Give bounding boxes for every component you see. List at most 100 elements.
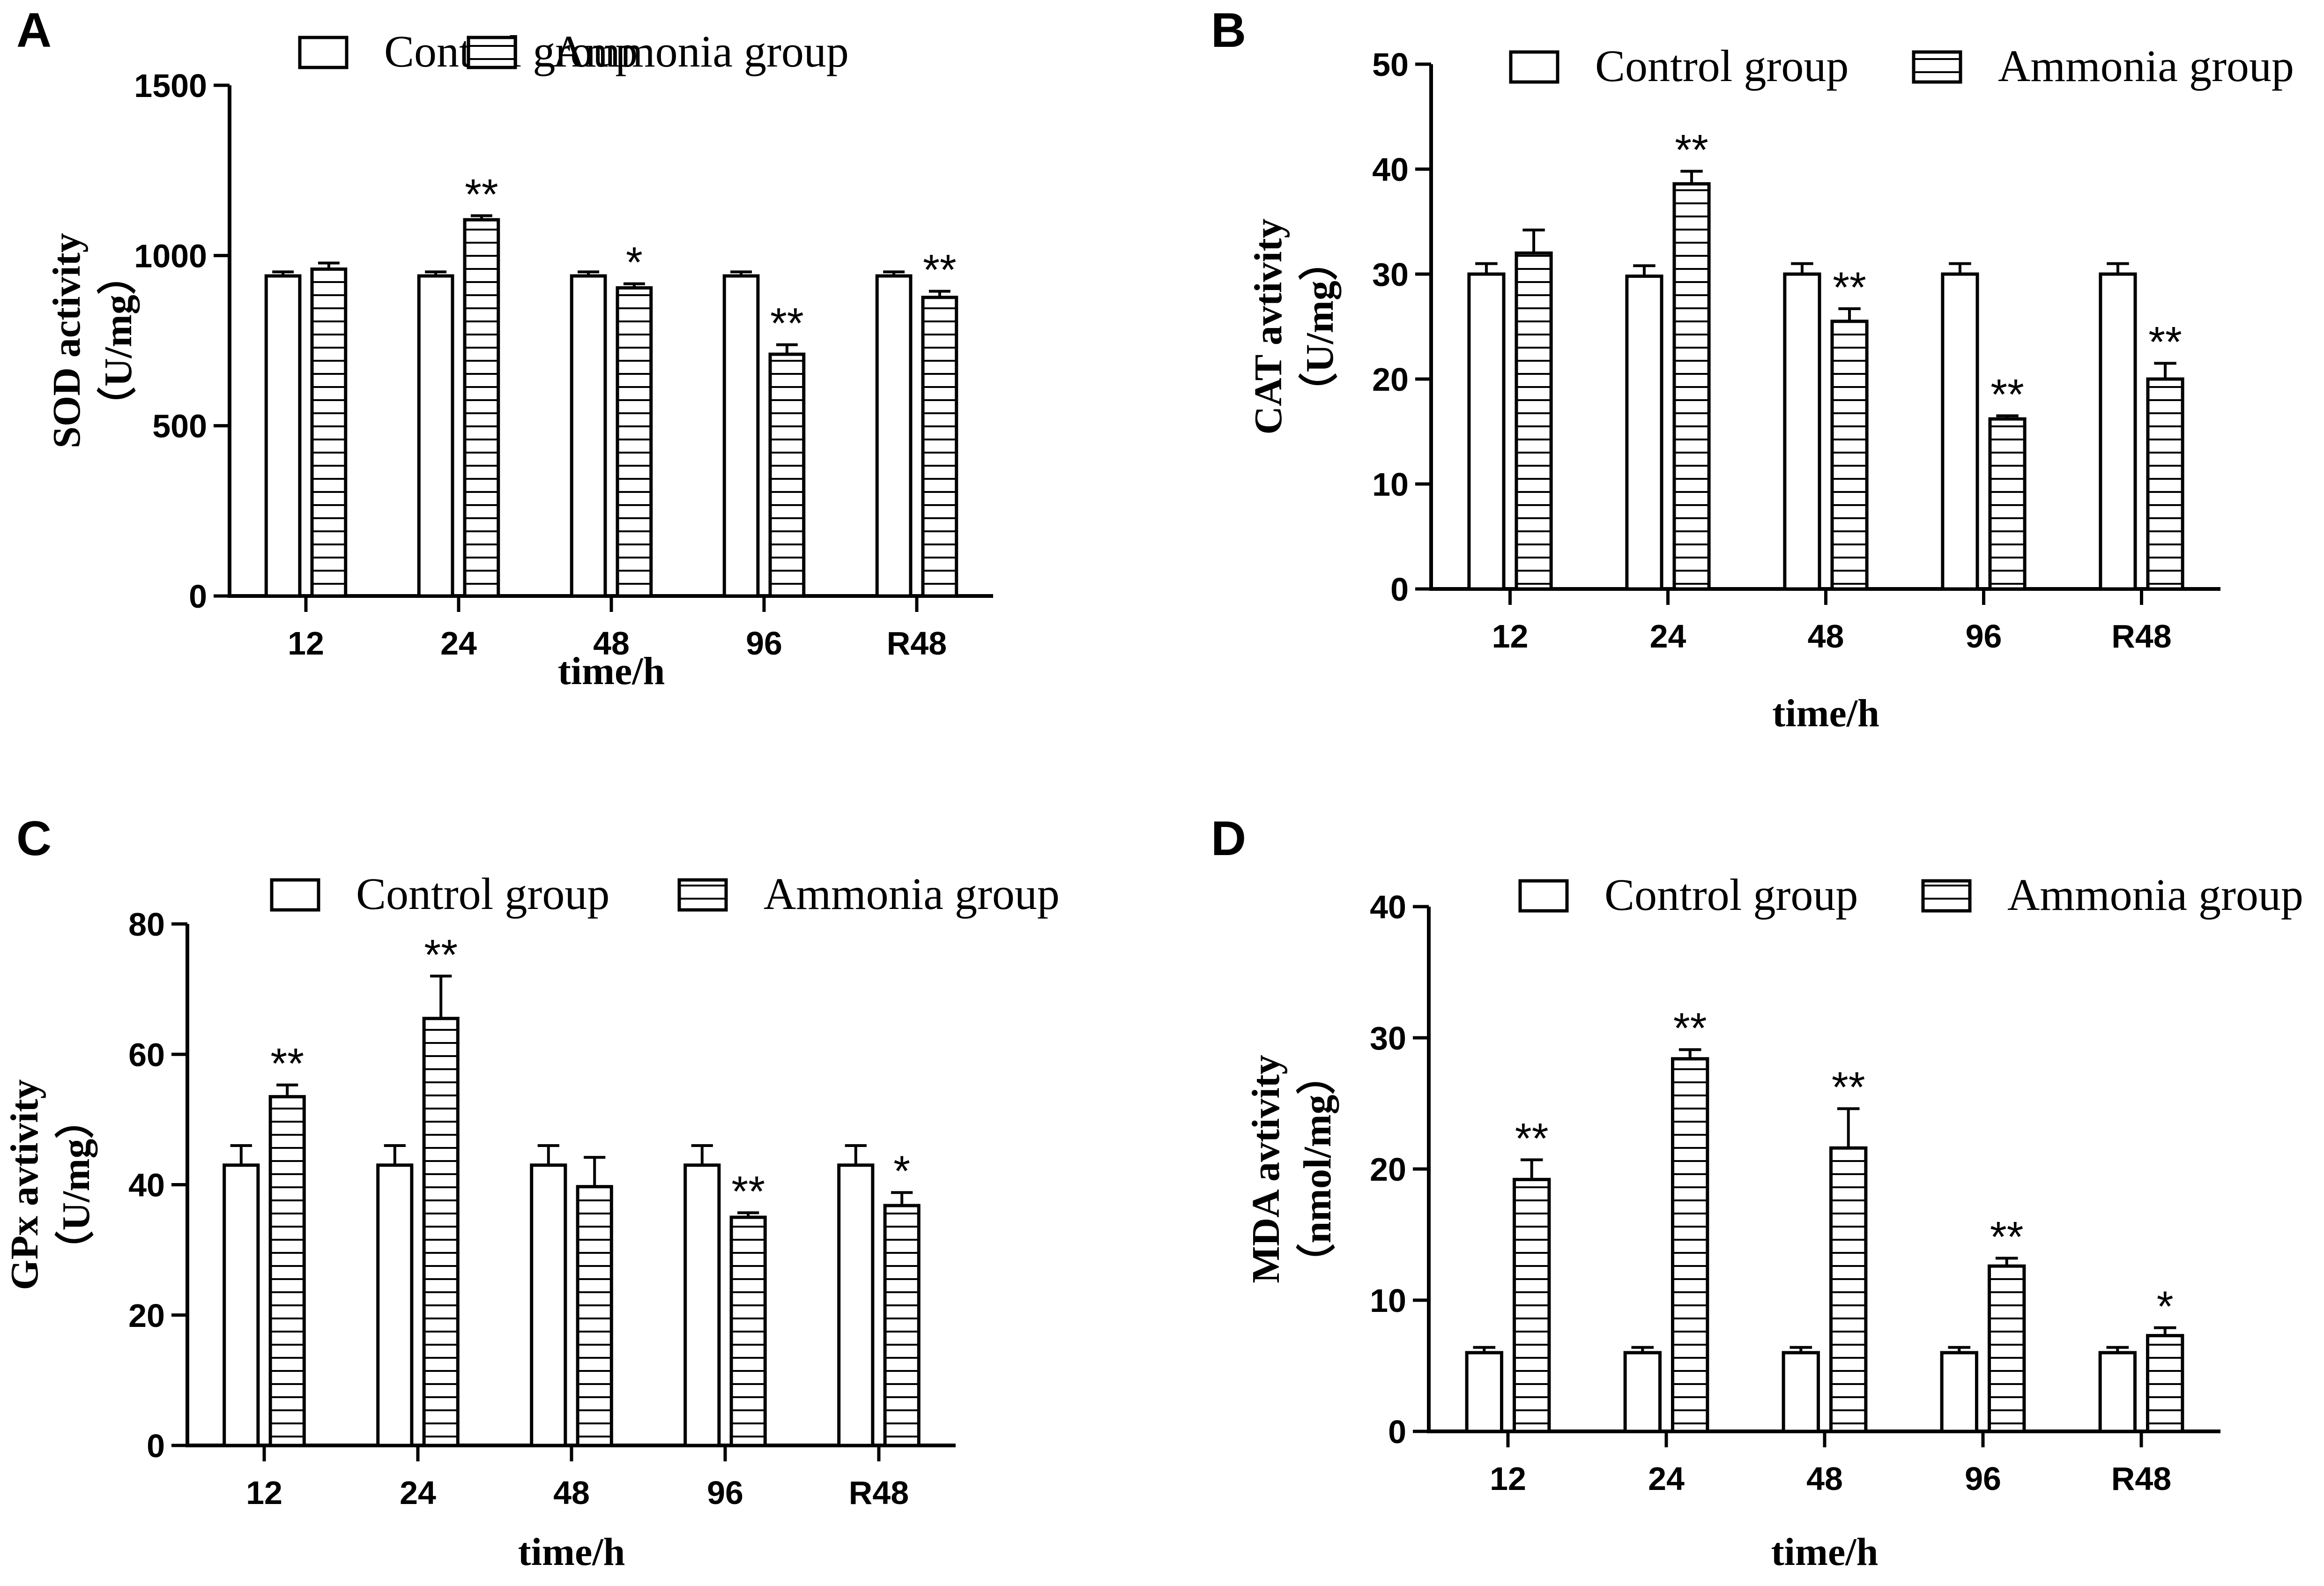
x-tick-label: 24 — [1650, 618, 1686, 655]
x-tick-label: 48 — [1806, 1460, 1843, 1497]
x-tick-label: 24 — [440, 625, 477, 662]
significance-label: ** — [770, 300, 804, 348]
bar-ammonia — [729, 1215, 767, 1447]
bar-control — [837, 1163, 875, 1447]
significance-label: ** — [1832, 1064, 1865, 1111]
y-tick-label: 500 — [152, 408, 207, 445]
significance-label: ** — [1990, 1213, 2024, 1261]
x-tick-label: 48 — [593, 625, 630, 662]
significance-label: ** — [465, 171, 498, 218]
bar-ammonia — [2146, 377, 2184, 591]
x-tick-label: 12 — [1492, 618, 1529, 655]
x-tick-label: R48 — [849, 1474, 909, 1511]
y-tick-label: 40 — [1372, 151, 1409, 188]
x-tick-label: 48 — [553, 1474, 590, 1511]
significance-label: ** — [1675, 126, 1708, 174]
y-tick-label: 0 — [189, 578, 207, 615]
y-tick-label: 0 — [1388, 1414, 1406, 1450]
bar-control — [1783, 272, 1821, 591]
bar-control — [875, 274, 913, 598]
bar-ammonia — [422, 1017, 460, 1447]
y-axis-title-group: MDA avtivity （nmol/mg） — [1244, 1055, 1339, 1283]
bar-ammonia — [1988, 417, 2027, 591]
x-axis-title: time/h — [518, 1530, 625, 1574]
bar-ammonia — [883, 1204, 921, 1447]
significance-label: ** — [923, 246, 957, 294]
legend-label-control: Control group — [1604, 870, 1858, 920]
y-tick-label: 10 — [1370, 1282, 1406, 1319]
x-tick-label: R48 — [2111, 618, 2171, 655]
y-tick-label: 20 — [1372, 361, 1409, 398]
y-tick-label: 0 — [147, 1428, 165, 1464]
bar-control — [1467, 272, 1506, 591]
y-tick-label: 1500 — [134, 67, 207, 104]
legend-swatch-ammonia — [467, 36, 517, 69]
x-axis-title: time/h — [1771, 1530, 1879, 1574]
significance-label: * — [626, 239, 643, 287]
bar-ammonia — [2146, 1334, 2184, 1433]
y-axis-unit: （U/mg） — [97, 255, 140, 426]
panel-letter: A — [16, 3, 52, 58]
panel-a: A 0 500 1000 1500 SOD activity （U/mg） time/h 12 2… — [16, 3, 993, 693]
bar-ammonia — [768, 352, 806, 598]
legend-swatch-control — [298, 36, 349, 69]
bar-control — [1782, 1351, 1820, 1433]
y-axis-title: GPx avtivity — [3, 1079, 46, 1290]
y-axis-unit: （U/mg） — [1298, 241, 1342, 412]
bar-ammonia — [1830, 320, 1869, 591]
bar-control — [417, 274, 454, 598]
y-tick-label: 80 — [128, 906, 165, 943]
significance-label: * — [2157, 1283, 2174, 1331]
bar-ammonia — [1672, 182, 1711, 591]
x-tick-label: R48 — [2111, 1460, 2171, 1497]
panel-letter: D — [1211, 812, 1246, 866]
x-tick-label: 96 — [746, 625, 782, 662]
y-axis-title-group: GPx avtivity （U/mg） — [3, 1079, 98, 1290]
significance-label: ** — [1833, 264, 1866, 312]
x-tick-label: 12 — [288, 625, 324, 662]
y-tick-label: 30 — [1372, 256, 1409, 293]
bar-control — [2098, 1351, 2137, 1433]
panel-d: D 0 10 20 30 40 MDA avtivity （nmol/mg） time/h 12 *… — [1211, 812, 2303, 1574]
y-tick-label: 20 — [128, 1297, 165, 1334]
bar-control — [1625, 274, 1663, 591]
significance-label: ** — [731, 1168, 765, 1215]
significance-label: ** — [2148, 318, 2182, 366]
legend-label-ammonia: Ammonia group — [764, 869, 1060, 919]
x-tick-label: 12 — [246, 1474, 282, 1511]
bar-ammonia — [268, 1095, 306, 1447]
legend-swatch-ammonia — [677, 878, 728, 912]
legend-swatch-control — [1518, 879, 1569, 913]
significance-label: ** — [1515, 1115, 1549, 1162]
y-tick-label: 40 — [1370, 889, 1406, 925]
x-tick-label: 96 — [1965, 1460, 2001, 1497]
bar-ammonia — [616, 286, 653, 598]
legend-label-control: Control group — [1595, 41, 1849, 91]
x-tick-label: 96 — [1966, 618, 2002, 655]
significance-label: ** — [270, 1040, 304, 1088]
bar-control — [1465, 1351, 1503, 1433]
legend-label-ammonia: Ammonia group — [2007, 870, 2303, 920]
y-axis-unit: （nmol/mg） — [1296, 1055, 1339, 1282]
bar-ammonia — [576, 1185, 613, 1447]
bar-ammonia — [1829, 1146, 1868, 1433]
y-tick-label: 30 — [1370, 1020, 1406, 1057]
y-tick-label: 50 — [1372, 46, 1409, 83]
bar-ammonia — [310, 267, 348, 598]
significance-label: ** — [1990, 371, 2024, 418]
x-axis-title: time/h — [558, 649, 665, 693]
y-axis-title: CAT avtivity — [1247, 218, 1290, 434]
x-tick-label: 24 — [400, 1474, 436, 1511]
bar-control — [722, 274, 760, 598]
y-tick-label: 60 — [128, 1036, 165, 1073]
significance-label: ** — [424, 931, 458, 979]
legend-label-ammonia: Ammonia group — [553, 26, 849, 76]
bar-control — [1941, 272, 1979, 591]
bar-ammonia — [463, 218, 500, 598]
y-axis-title: SOD activity — [45, 233, 89, 448]
y-axis-title: MDA avtivity — [1244, 1055, 1288, 1283]
legend-swatch-control — [270, 878, 320, 912]
x-tick-label: 48 — [1808, 618, 1844, 655]
y-axis-title-group: CAT avtivity （U/mg） — [1247, 218, 1342, 434]
